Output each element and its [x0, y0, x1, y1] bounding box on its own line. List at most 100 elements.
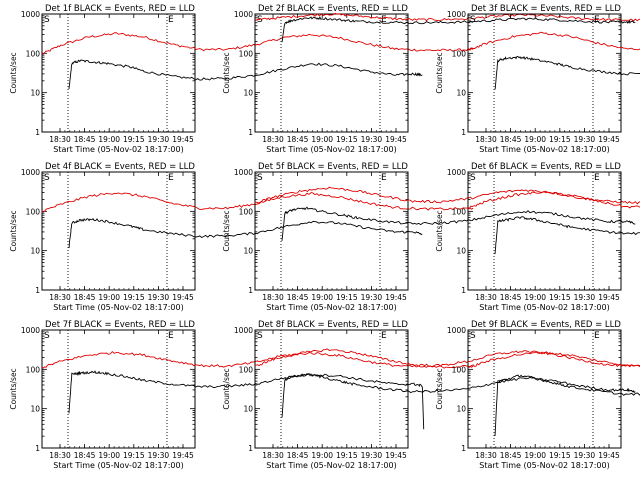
x-tick-label: 19:15: [549, 451, 571, 460]
y-tick-label: 10: [456, 247, 466, 256]
plot-frame: [254, 13, 409, 133]
x-tick-label: 18:45: [74, 135, 96, 144]
y-tick-label: 100: [452, 49, 467, 58]
y-tick-label: 10: [456, 89, 466, 98]
x-axis-label: Start Time (05-Nov-02 18:17:00): [479, 145, 609, 154]
x-tick-label: 19:30: [361, 293, 383, 302]
x-tick-label: 19:45: [172, 135, 194, 144]
detector-panel-3: Det 3f BLACK = Events, RED = LLD 1 10 100 10…: [435, 4, 640, 154]
start-marker-label: S: [257, 15, 263, 25]
y-tick-label: 1: [248, 444, 253, 453]
y-tick-label: 100: [26, 49, 41, 58]
start-marker-label: S: [44, 173, 50, 183]
y-tick-label: 1: [35, 128, 40, 137]
detector-panel-7: Det 7f BLACK = Events, RED = LLD 1 10 100 10…: [9, 320, 474, 470]
plot-frame: [41, 171, 196, 291]
panel-title: Det 1f BLACK = Events, RED = LLD: [45, 4, 195, 14]
detector-panel-9: Det 9f BLACK = Events, RED = LLD 1 10 100 10…: [435, 320, 640, 470]
lld-series-line: [254, 186, 640, 205]
y-tick-label: 10: [243, 405, 253, 414]
y-tick-label: 10: [243, 247, 253, 256]
y-axis-label: Counts/sec: [435, 210, 444, 251]
events-series-line: [494, 216, 640, 255]
y-tick-label: 10: [30, 405, 40, 414]
y-tick-label: 1: [461, 286, 466, 295]
x-tick-label: 18:30: [262, 135, 284, 144]
start-marker-label: S: [44, 15, 50, 25]
start-marker-label: S: [257, 173, 263, 183]
y-tick-label: 100: [26, 207, 41, 216]
y-tick-label: 10: [456, 405, 466, 414]
panel-title: Det 8f BLACK = Events, RED = LLD: [258, 320, 408, 330]
x-tick-label: 18:30: [49, 135, 71, 144]
plot-frame: [254, 171, 409, 291]
x-tick-label: 19:15: [123, 293, 145, 302]
y-axis-label: Counts/sec: [222, 368, 231, 409]
events-series-line: [281, 206, 636, 241]
y-axis-label: Counts/sec: [435, 368, 444, 409]
x-axis-label: Start Time (05-Nov-02 18:17:00): [266, 303, 396, 312]
x-tick-label: 18:30: [49, 293, 71, 302]
end-marker-label: E: [381, 331, 387, 341]
y-tick-label: 1000: [234, 10, 253, 19]
x-tick-label: 19:15: [123, 135, 145, 144]
x-tick-label: 19:45: [172, 451, 194, 460]
plot-frame: [467, 13, 622, 133]
y-tick-label: 100: [239, 207, 254, 216]
y-tick-label: 1: [248, 128, 253, 137]
y-tick-label: 1000: [447, 10, 466, 19]
x-axis-label: Start Time (05-Nov-02 18:17:00): [53, 303, 183, 312]
y-axis-label: Counts/sec: [435, 52, 444, 93]
x-tick-label: 19:00: [311, 135, 333, 144]
x-tick-label: 19:15: [123, 451, 145, 460]
detector-panel-1: Det 1f BLACK = Events, RED = LLD 1 10 100 10…: [9, 4, 474, 154]
lld-series-line: [254, 348, 640, 368]
y-tick-label: 1000: [234, 326, 253, 335]
x-tick-label: 19:30: [148, 135, 170, 144]
x-tick-label: 19:00: [311, 451, 333, 460]
x-tick-label: 18:45: [287, 293, 309, 302]
x-tick-label: 18:45: [500, 293, 522, 302]
x-tick-label: 19:00: [311, 293, 333, 302]
y-tick-label: 1000: [447, 326, 466, 335]
x-tick-label: 18:30: [475, 135, 497, 144]
y-tick-label: 1000: [234, 168, 253, 177]
y-tick-label: 1000: [21, 326, 40, 335]
x-tick-label: 19:15: [336, 293, 358, 302]
detector-panel-6: Det 6f BLACK = Events, RED = LLD 1 10 100 10…: [435, 162, 640, 312]
detector-panel-5: Det 5f BLACK = Events, RED = LLD 1 10 100 10…: [222, 162, 640, 312]
lld-series-line: [41, 32, 474, 55]
x-tick-label: 19:00: [98, 451, 120, 460]
x-tick-label: 19:45: [172, 293, 194, 302]
lld-series-line: [467, 351, 640, 369]
x-axis-label: Start Time (05-Nov-02 18:17:00): [479, 303, 609, 312]
panel-title: Det 9f BLACK = Events, RED = LLD: [471, 320, 621, 330]
end-marker-label: E: [594, 331, 600, 341]
x-tick-label: 19:30: [574, 451, 596, 460]
y-tick-label: 100: [26, 365, 41, 374]
x-tick-label: 19:30: [361, 451, 383, 460]
events-series-line: [281, 16, 636, 43]
x-tick-label: 19:30: [148, 451, 170, 460]
y-tick-label: 100: [452, 207, 467, 216]
x-tick-label: 19:15: [549, 293, 571, 302]
detector-panel-2: Det 2f BLACK = Events, RED = LLD 1 10 100 10…: [222, 4, 640, 154]
end-marker-label: E: [168, 173, 174, 183]
plot-frame: [467, 329, 622, 449]
y-tick-label: 100: [239, 365, 254, 374]
y-tick-label: 100: [239, 49, 254, 58]
x-tick-label: 18:45: [500, 135, 522, 144]
panel-title: Det 4f BLACK = Events, RED = LLD: [45, 162, 195, 172]
x-tick-label: 18:30: [49, 451, 71, 460]
x-tick-label: 19:15: [549, 135, 571, 144]
end-marker-label: E: [168, 15, 174, 25]
panel-title: Det 2f BLACK = Events, RED = LLD: [258, 4, 408, 14]
end-marker-label: E: [594, 15, 600, 25]
y-axis-label: Counts/sec: [222, 210, 231, 251]
x-tick-label: 19:00: [98, 293, 120, 302]
y-tick-label: 1: [461, 128, 466, 137]
x-tick-label: 19:00: [524, 293, 546, 302]
x-tick-label: 19:00: [524, 451, 546, 460]
end-marker-label: E: [594, 173, 600, 183]
x-tick-label: 19:00: [98, 135, 120, 144]
